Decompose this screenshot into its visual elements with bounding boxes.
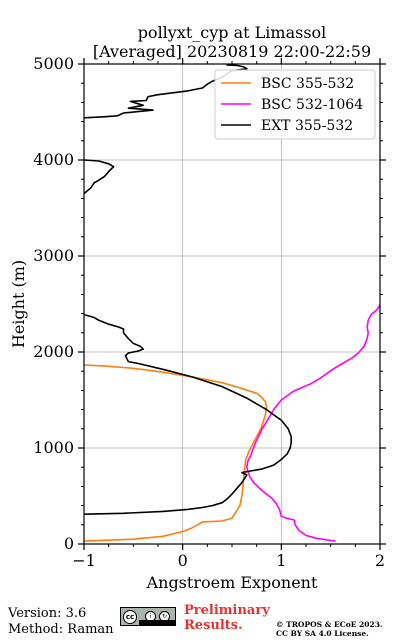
legend-label-3: EXT 355-532: [261, 118, 353, 134]
method-text: Method: Raman: [8, 622, 114, 637]
y-axis-label: Height (m): [9, 260, 28, 348]
cc-icon: cc: [123, 610, 137, 624]
data-series: [84, 64, 380, 542]
series-line-1: [84, 364, 268, 542]
copyright-line1: © TROPOS & ECoE 2023.: [276, 620, 383, 629]
x-axis-label: Angstroem Exponent: [146, 573, 318, 592]
y-tick-label: 5000: [33, 54, 74, 73]
legend-box: [214, 69, 376, 140]
legend-label-1: BSC 355-532: [261, 76, 354, 92]
y-tick-label: 4000: [33, 150, 74, 169]
series-line-2: [246, 304, 380, 542]
license-strip: [139, 620, 175, 625]
preliminary-notice: Preliminary Results.: [184, 603, 270, 633]
cc-license-logo: cc i ↻: [120, 607, 176, 626]
x-tick-label: 1: [276, 551, 286, 570]
version-text: Version: 3.6: [8, 606, 87, 621]
legend-label-2: BSC 532-1064: [261, 97, 363, 113]
copyright-line2: CC BY SA 4.0 License.: [276, 629, 369, 638]
x-tick-label: 2: [375, 551, 385, 570]
chart-title-line1: pollyxt_cyp at Limassol: [138, 23, 327, 42]
series-line-3: [84, 64, 292, 515]
y-tick-label: 3000: [33, 246, 74, 265]
copyright-notice: © TROPOS & ECoE 2023. CC BY SA 4.0 Licen…: [276, 620, 383, 638]
preliminary-line2: Results.: [184, 618, 243, 633]
x-tick-label: −1: [72, 551, 96, 570]
preliminary-line1: Preliminary: [184, 603, 270, 618]
chart-title-line2: [Averaged] 20230819 22:00-22:59: [93, 42, 371, 61]
y-tick-label: 0: [64, 534, 74, 553]
x-tick-label: 0: [178, 551, 188, 570]
y-tick-label: 1000: [33, 438, 74, 457]
footer-info: Version: 3.6 Method: Raman: [8, 606, 114, 638]
y-tick-label: 2000: [33, 342, 74, 361]
legend: BSC 355-532 BSC 532-1064 EXT 355-532: [214, 69, 376, 140]
